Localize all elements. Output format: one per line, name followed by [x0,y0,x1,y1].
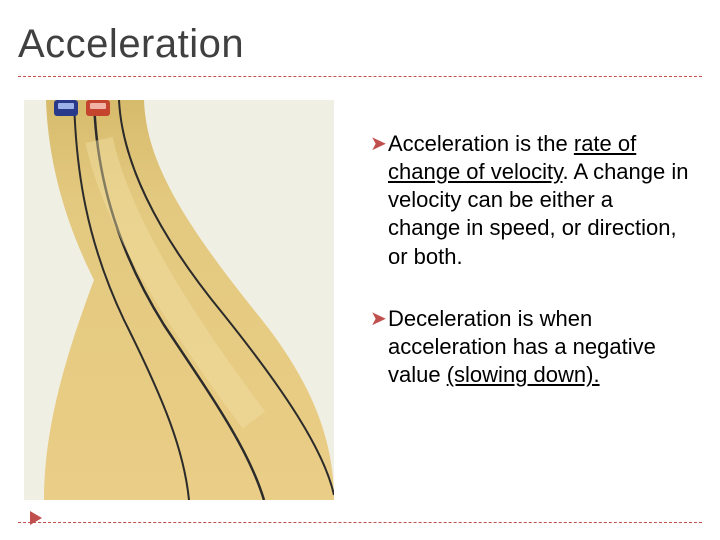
corner-triangle-icon [30,511,42,525]
road-illustration [24,100,334,500]
p1-seg1: Acceleration is the [388,131,574,156]
content-block: ➤ Acceleration is the rate of change of … [370,130,690,423]
footer-divider [18,522,702,523]
bullet-arrow-icon: ➤ [370,134,387,154]
car-red [86,100,110,116]
page-title: Acceleration [18,22,702,67]
title-divider [18,76,702,77]
bullet-acceleration: ➤ Acceleration is the rate of change of … [370,130,690,271]
bullet-deceleration: ➤ Deceleration is when acceleration has … [370,305,690,389]
car-blue [54,100,78,116]
bullet-arrow-icon: ➤ [370,309,387,329]
p2-underlined: (slowing down). [447,362,600,387]
